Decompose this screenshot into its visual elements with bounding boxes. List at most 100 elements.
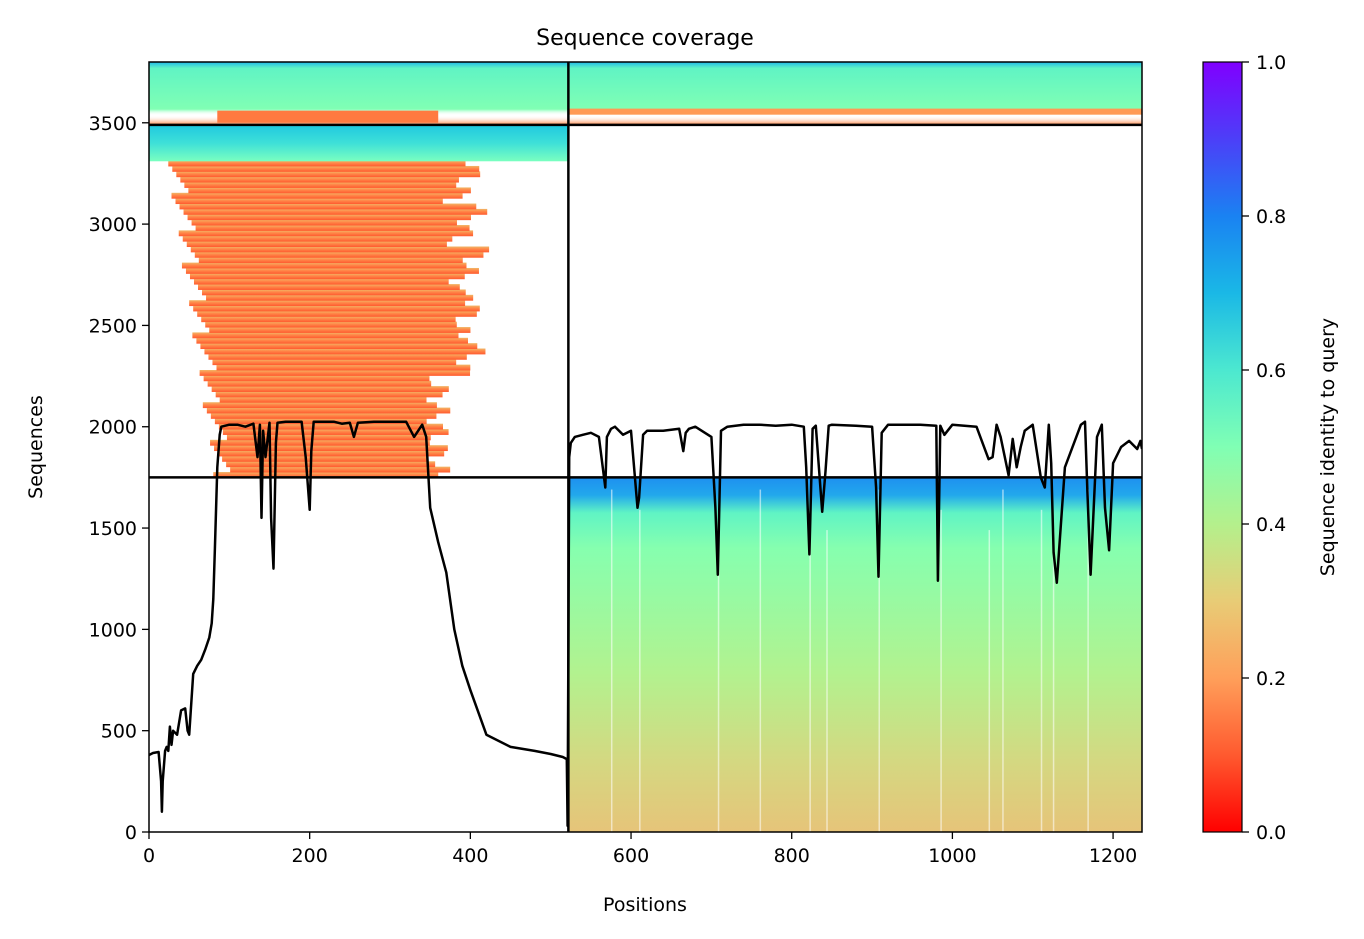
- y-tick-label: 3000: [89, 214, 137, 236]
- domain1-row: [204, 348, 486, 355]
- domain1-row: [199, 370, 471, 376]
- domain1-row: [218, 423, 444, 430]
- gap-stripe: [1040, 509, 1043, 832]
- x-tick-label: 1200: [1089, 845, 1137, 867]
- gap-stripe: [940, 509, 942, 832]
- domain1-row: [218, 450, 445, 457]
- domain1-row: [212, 359, 457, 366]
- x-tick-label: 400: [452, 845, 488, 867]
- full-length-orange-row: [568, 108, 1142, 115]
- y-tick-label: 1000: [89, 619, 137, 641]
- full-length-orange-row: [217, 110, 439, 123]
- x-tick-label: 200: [292, 845, 328, 867]
- domain1-row: [219, 396, 427, 403]
- domain1-row: [192, 332, 459, 339]
- domain1-row: [206, 407, 451, 414]
- x-axis-label: Positions: [603, 894, 687, 916]
- domain1-row: [176, 171, 481, 178]
- colorbar-tick-label: 1.0: [1256, 52, 1286, 74]
- domain2-gaps: [610, 489, 1089, 832]
- gap-stripe: [759, 489, 762, 832]
- domain1-row: [184, 182, 457, 188]
- y-tick-label: 2000: [89, 417, 137, 439]
- colorbar-tick-label: 0.2: [1256, 668, 1286, 690]
- colorbar-tick-label: 0.6: [1256, 360, 1286, 382]
- domain1-row: [214, 445, 448, 452]
- domain1-row: [172, 165, 480, 172]
- y-tick-label: 500: [101, 721, 137, 743]
- plot-frame: [148, 61, 1143, 833]
- domain1-row: [182, 235, 453, 242]
- domain1-row: [168, 160, 466, 167]
- domain1-row: [188, 187, 471, 194]
- x-tick-label: 0: [143, 845, 155, 867]
- domain1-row: [210, 439, 430, 446]
- gap-stripe: [1002, 489, 1004, 832]
- domain1-row: [226, 434, 431, 441]
- colorbar-tick-label: 0.4: [1256, 514, 1286, 536]
- domain1-row: [189, 300, 466, 307]
- domain1-row: [180, 176, 459, 183]
- domain1-row: [198, 257, 463, 264]
- domain1-row: [209, 327, 471, 333]
- y-axis-label: Sequences: [25, 395, 47, 499]
- domain1-row: [191, 219, 457, 226]
- gap-stripe: [988, 530, 991, 832]
- colorbar-label: Sequence identity to query: [1317, 318, 1339, 576]
- y-tick-label: 3500: [89, 113, 137, 135]
- x-axis-ticks: 0 200 400 600 800 1000 1200: [143, 832, 1137, 867]
- domain1-row: [201, 316, 456, 323]
- domain1-row: [197, 310, 477, 317]
- domain1-row: [193, 278, 449, 285]
- gap-stripe: [717, 530, 720, 832]
- domain1-row: [210, 412, 437, 419]
- domain1-row: [207, 380, 432, 387]
- domain1-row: [171, 192, 463, 199]
- domain1-row: [213, 472, 439, 478]
- domain1-row: [181, 262, 467, 269]
- domain1-row: [183, 208, 488, 215]
- domain2-block: [568, 477, 1142, 832]
- x-tick-label: 800: [774, 845, 810, 867]
- y-tick-label: 0: [125, 822, 137, 844]
- colorbar: [1202, 61, 1243, 833]
- domain1-row: [175, 198, 443, 205]
- domain1-row: [205, 321, 457, 328]
- domain1-row: [222, 455, 428, 462]
- domain1-row: [208, 353, 467, 360]
- gap-stripe: [1052, 530, 1055, 832]
- coverage-heatmap: [149, 62, 1142, 832]
- domain1-row: [178, 230, 474, 237]
- domain1-row: [211, 386, 449, 392]
- colorbar-ticks: 0.0 0.2 0.4 0.6 0.8 1.0: [1242, 52, 1286, 844]
- chart-title: Sequence coverage: [536, 26, 754, 51]
- domain1-row: [202, 402, 437, 409]
- coverage-line: [149, 420, 1142, 828]
- gap-stripe: [809, 509, 811, 832]
- domain1-row: [206, 294, 474, 301]
- gap-stripe: [878, 489, 880, 832]
- domain1-row: [193, 305, 480, 312]
- domain1-row: [198, 284, 460, 290]
- domain1-row: [202, 289, 466, 296]
- gap-stripe: [610, 489, 613, 832]
- domain1-row: [222, 429, 449, 435]
- domain1-row: [190, 246, 490, 253]
- domain1-row: [200, 343, 478, 350]
- gap-stripe: [1087, 489, 1089, 832]
- x-tick-label: 600: [613, 845, 649, 867]
- domain1-top-rows: [149, 124, 569, 162]
- domain1-row: [195, 225, 470, 231]
- domain1-row: [196, 337, 468, 344]
- domain1-row: [179, 203, 477, 210]
- domain1-row: [185, 267, 479, 274]
- colorbar-tick-label: 0.0: [1256, 822, 1286, 844]
- y-tick-label: 1500: [89, 518, 137, 540]
- domain1-block: [149, 124, 569, 478]
- domain1-row: [216, 364, 471, 371]
- colorbar-tick-label: 0.8: [1256, 206, 1286, 228]
- domain1-row: [226, 461, 436, 468]
- domain1-row: [186, 241, 447, 247]
- domain1-row: [187, 214, 471, 221]
